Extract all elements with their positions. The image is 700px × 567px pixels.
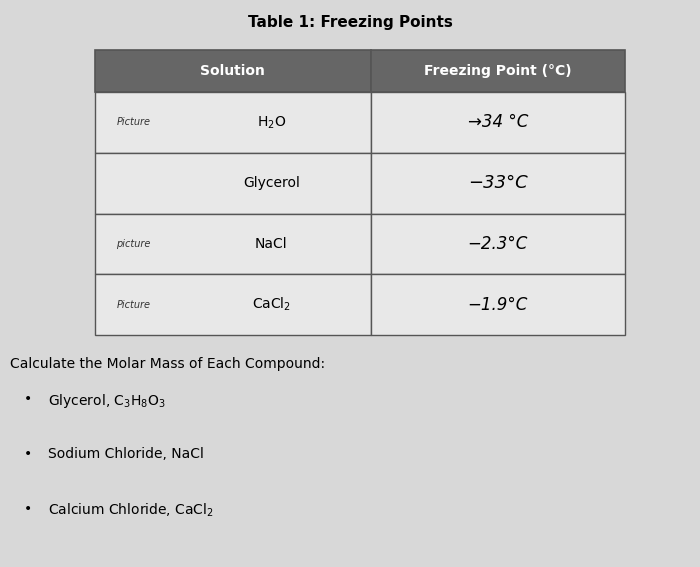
Text: →34 °C: →34 °C <box>468 113 528 132</box>
Text: NaCl: NaCl <box>255 237 288 251</box>
Text: Freezing Point (°C): Freezing Point (°C) <box>424 64 572 78</box>
Bar <box>370 50 625 92</box>
Text: Picture: Picture <box>117 299 150 310</box>
Text: H$_2$O: H$_2$O <box>257 114 286 130</box>
Text: CaCl$_2$: CaCl$_2$ <box>252 296 291 314</box>
Bar <box>370 214 625 274</box>
Text: Glycerol: Glycerol <box>243 176 300 190</box>
Text: −2.3°C: −2.3°C <box>468 235 528 253</box>
Text: Solution: Solution <box>200 64 265 78</box>
Bar <box>95 50 370 92</box>
Text: picture: picture <box>116 239 150 249</box>
Bar <box>370 153 625 214</box>
Bar <box>95 92 370 153</box>
Bar <box>370 92 625 153</box>
Text: Calculate the Molar Mass of Each Compound:: Calculate the Molar Mass of Each Compoun… <box>10 357 325 371</box>
Bar <box>95 214 370 274</box>
Text: −33°C: −33°C <box>468 174 528 192</box>
Text: Glycerol, C$_3$H$_8$O$_3$: Glycerol, C$_3$H$_8$O$_3$ <box>48 392 166 410</box>
Bar <box>95 153 370 214</box>
Text: Picture: Picture <box>117 117 150 128</box>
Text: •: • <box>24 502 32 516</box>
Text: •: • <box>24 447 32 461</box>
Text: •: • <box>24 392 32 406</box>
Text: Table 1: Freezing Points: Table 1: Freezing Points <box>248 15 452 29</box>
Bar <box>95 274 370 335</box>
Text: Sodium Chloride, NaCl: Sodium Chloride, NaCl <box>48 447 204 461</box>
Bar <box>370 274 625 335</box>
Text: Calcium Chloride, CaCl$_2$: Calcium Chloride, CaCl$_2$ <box>48 502 214 519</box>
Text: −1.9°C: −1.9°C <box>468 295 528 314</box>
